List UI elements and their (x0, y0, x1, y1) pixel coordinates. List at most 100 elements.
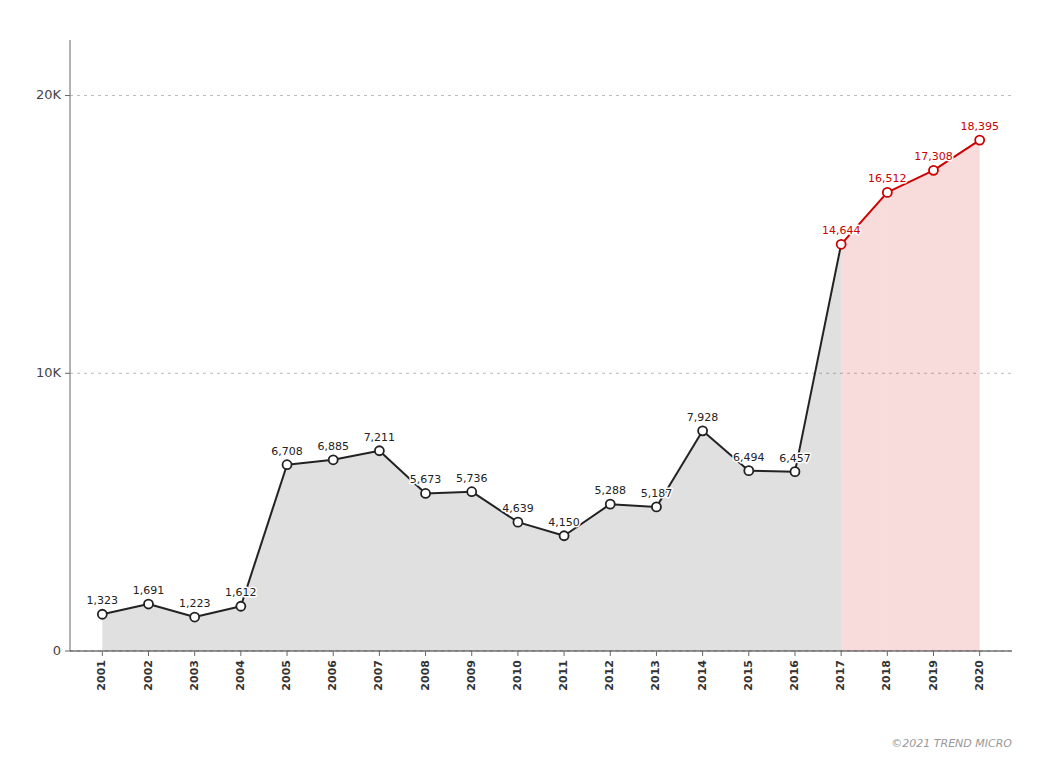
y-tick (65, 651, 70, 652)
chart-svg: 010K20K200120022003200420052006200720082… (0, 0, 1042, 761)
data-label: 7,928 (687, 411, 719, 424)
y-tick-label: 0 (53, 643, 61, 658)
x-tick (471, 651, 472, 656)
data-label: 1,612 (225, 586, 257, 599)
x-tick-label: 2014 (696, 660, 709, 691)
line-segment (426, 492, 472, 494)
data-label: 5,673 (410, 473, 442, 486)
data-label: 16,512 (868, 172, 907, 185)
lines (102, 140, 979, 617)
area-segment (149, 604, 195, 651)
plot-data (98, 136, 984, 651)
point-marker (513, 518, 522, 527)
area-segment (102, 604, 148, 651)
y-tick (65, 95, 70, 96)
point-marker (790, 467, 799, 476)
area-segment (934, 140, 980, 651)
data-label: 1,323 (87, 594, 119, 607)
areas (102, 140, 979, 651)
point-marker (329, 455, 338, 464)
x-tick (379, 651, 380, 656)
point-marker (144, 600, 153, 609)
x-tick-label: 2011 (557, 660, 570, 691)
data-label: 6,708 (271, 445, 303, 458)
data-label: 6,885 (317, 440, 349, 453)
y-tick-label: 10K (36, 365, 62, 380)
y-tick (65, 373, 70, 374)
x-tick-label: 2007 (372, 660, 385, 691)
point-marker (929, 166, 938, 175)
data-labels: 1,3231,6911,2231,6126,7086,8857,2115,673… (87, 120, 999, 610)
point-marker (467, 487, 476, 496)
x-tick (610, 651, 611, 656)
point-marker (698, 426, 707, 435)
y-axis-line (70, 40, 71, 651)
annotation: ©2021 TREND MICRO (891, 737, 1012, 750)
data-label: 5,288 (595, 484, 627, 497)
area-segment (333, 451, 379, 651)
area-segment (287, 460, 333, 651)
data-label: 4,150 (548, 516, 580, 529)
line-segment (287, 460, 333, 465)
y-tick-label: 20K (36, 87, 62, 102)
point-marker (744, 466, 753, 475)
x-tick (702, 651, 703, 656)
x-tick (287, 651, 288, 656)
data-label: 5,736 (456, 472, 488, 485)
point-marker (283, 460, 292, 469)
area-segment (887, 170, 933, 651)
point-marker (190, 613, 199, 622)
x-tick (794, 651, 795, 656)
x-tick-label: 2008 (419, 660, 432, 691)
x-tick (425, 651, 426, 656)
data-label: 5,187 (641, 487, 673, 500)
x-tick-label: 2017 (834, 660, 847, 691)
x-tick-label: 2013 (649, 660, 662, 691)
x-tick-label: 2015 (742, 660, 755, 691)
area-segment (241, 465, 287, 651)
grid (70, 96, 1012, 651)
x-tick-label: 2005 (280, 660, 293, 691)
x-tick (748, 651, 749, 656)
area-segment (841, 192, 887, 651)
data-label: 18,395 (960, 120, 999, 133)
point-marker (98, 610, 107, 619)
x-tick-label: 2012 (603, 660, 616, 691)
point-marker (236, 602, 245, 611)
x-tick (517, 651, 518, 656)
data-label: 1,223 (179, 597, 211, 610)
data-label: 6,457 (779, 452, 811, 465)
line-segment (379, 451, 425, 494)
x-tick-label: 2006 (326, 660, 339, 691)
point-marker (421, 489, 430, 498)
x-tick-label: 2004 (234, 660, 247, 691)
point-marker (837, 240, 846, 249)
line-segment (610, 504, 656, 507)
x-tick-label: 2019 (927, 660, 940, 691)
point-marker (652, 502, 661, 511)
area-segment (472, 492, 518, 651)
data-label: 17,308 (914, 150, 953, 163)
area-segment (703, 431, 749, 651)
area-segment (749, 471, 795, 651)
x-tick (148, 651, 149, 656)
area-segment (610, 504, 656, 651)
y-axis: 0 10K 20K (36, 40, 70, 658)
x-tick-label: 2018 (880, 660, 893, 691)
data-label: 4,639 (502, 502, 534, 515)
line-segment (241, 465, 287, 607)
x-tick (240, 651, 241, 656)
grid-line (70, 651, 1012, 652)
x-tick (333, 651, 334, 656)
x-tick (102, 651, 103, 656)
grid-line (70, 95, 1012, 96)
x-tick (656, 651, 657, 656)
x-tick (887, 651, 888, 656)
point-marker (606, 500, 615, 509)
x-tick-label: 2010 (511, 660, 524, 691)
area-segment (795, 244, 841, 651)
data-label: 14,644 (822, 224, 861, 237)
x-tick (933, 651, 934, 656)
area-segment (518, 522, 564, 651)
x-tick-label: 2016 (788, 660, 801, 691)
